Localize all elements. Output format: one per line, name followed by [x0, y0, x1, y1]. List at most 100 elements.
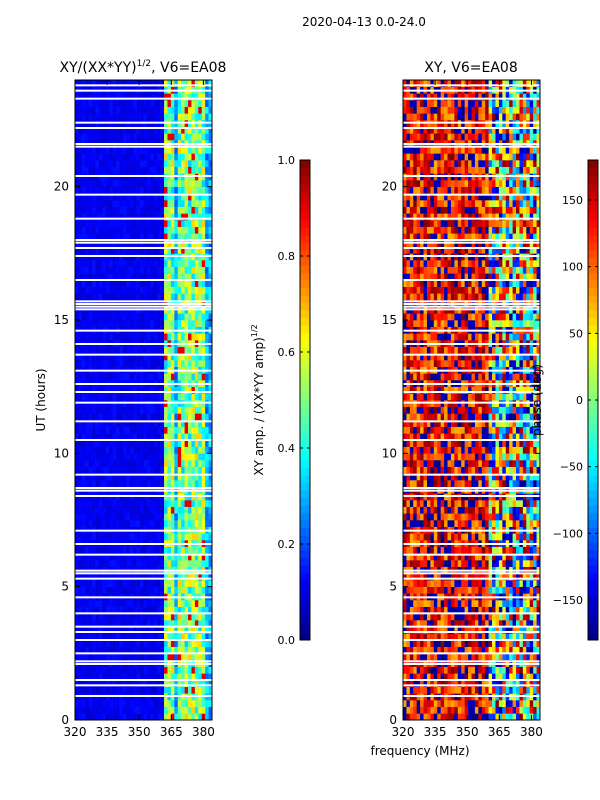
amplitude-cell [198, 200, 203, 207]
phase-cell [519, 713, 524, 721]
amplitude-cell [143, 586, 148, 594]
amplitude-cell [205, 226, 209, 234]
phase-cell [478, 640, 483, 647]
amplitude-cell [98, 500, 103, 507]
amplitude-cell [164, 640, 168, 647]
phase-cell [423, 686, 428, 694]
phase-cell [492, 613, 496, 621]
amplitude-cell [177, 680, 182, 687]
amplitude-cell [102, 280, 107, 287]
amplitude-cell [150, 513, 155, 521]
amplitude-cell [146, 626, 151, 634]
amplitude-cell [153, 373, 158, 381]
amplitude-cell [88, 546, 93, 554]
amplitude-cell [208, 626, 213, 634]
amplitude-cell [136, 166, 141, 174]
phase-cell [471, 553, 476, 561]
amplitude-cell [105, 346, 110, 354]
amplitude-cell [78, 280, 83, 287]
amplitude-cell [85, 680, 89, 687]
phase-cell [512, 620, 517, 627]
phase-cell [478, 706, 483, 714]
amplitude-cell [75, 233, 79, 241]
amplitude-cell [146, 580, 151, 587]
amplitude-cell [140, 506, 144, 514]
amplitude-cell [181, 600, 185, 607]
phase-cell [492, 646, 496, 654]
amplitude-cell [78, 686, 83, 694]
amplitude-cell [88, 626, 93, 634]
amplitude-cell [198, 206, 203, 214]
phase-cell [403, 666, 407, 674]
phase-cell [409, 613, 414, 621]
amplitude-cell [146, 633, 151, 641]
amplitude-cell [109, 260, 113, 267]
amplitude-cell [143, 473, 148, 481]
phase-cell [454, 600, 459, 607]
amplitude-cell [194, 106, 199, 114]
amplitude-cell [126, 653, 131, 661]
amplitude-cell [167, 393, 172, 401]
amplitude-cell [102, 633, 107, 641]
amplitude-cell [167, 353, 172, 361]
colorbar-step [300, 520, 310, 528]
amplitude-cell [143, 646, 148, 654]
amplitude-cell [140, 460, 144, 467]
phase-cell [522, 700, 527, 707]
amplitude-cell [126, 420, 131, 427]
amplitude-cell [129, 533, 134, 541]
phase-cell [406, 620, 411, 627]
amplitude-cell [174, 160, 179, 167]
amplitude-cell [150, 93, 155, 101]
amplitude-cell [194, 500, 199, 507]
amplitude-cell [143, 613, 148, 621]
amplitude-cell [208, 180, 213, 187]
amplitude-cell [177, 600, 182, 607]
colorbar-tick-label: 0.0 [278, 634, 296, 647]
phase-cell [522, 560, 527, 567]
amplitude-cell [85, 346, 89, 354]
amplitude-cell [160, 313, 165, 321]
amplitude-cell [122, 206, 127, 214]
amplitude-cell [122, 706, 127, 714]
phase-cell [430, 606, 435, 614]
amplitude-cell [194, 513, 199, 521]
amplitude-cell [116, 673, 120, 681]
colorbar-step [300, 595, 310, 603]
amplitude-cell [146, 713, 151, 721]
amplitude-cell [81, 666, 86, 674]
phase-cell [492, 673, 496, 681]
amplitude-cell [136, 420, 141, 427]
phase-cell [492, 580, 496, 587]
amplitude-cell [143, 633, 148, 641]
amplitude-cell [143, 600, 148, 607]
amplitude-cell [164, 673, 168, 681]
amplitude-cell [160, 126, 165, 134]
amplitude-cell [181, 133, 185, 141]
phase-cell [416, 573, 421, 581]
amplitude-cell [174, 546, 179, 554]
amplitude-cell [181, 426, 185, 434]
phase-cell [516, 600, 520, 607]
amplitude-cell [95, 286, 100, 294]
amplitude-cell [109, 200, 113, 207]
amplitude-cell [109, 500, 113, 507]
amplitude-cell [188, 686, 192, 694]
phase-cell [437, 673, 441, 681]
amplitude-cell [164, 213, 168, 221]
amplitude-cell [140, 646, 144, 654]
amplitude-cell [201, 106, 206, 114]
amplitude-cell [88, 506, 93, 514]
colorbar-step [300, 550, 310, 558]
amplitude-cell [102, 106, 107, 114]
amplitude-flagged-gap [75, 572, 212, 575]
amplitude-cell [194, 420, 199, 427]
amplitude-cell [184, 313, 189, 321]
amplitude-cell [160, 220, 165, 227]
amplitude-cell [133, 193, 137, 201]
amplitude-cell [105, 266, 110, 274]
amplitude-cell [205, 653, 209, 661]
colorbar-step [300, 557, 310, 566]
phase-cell [481, 573, 486, 581]
amplitude-cell [170, 553, 175, 561]
